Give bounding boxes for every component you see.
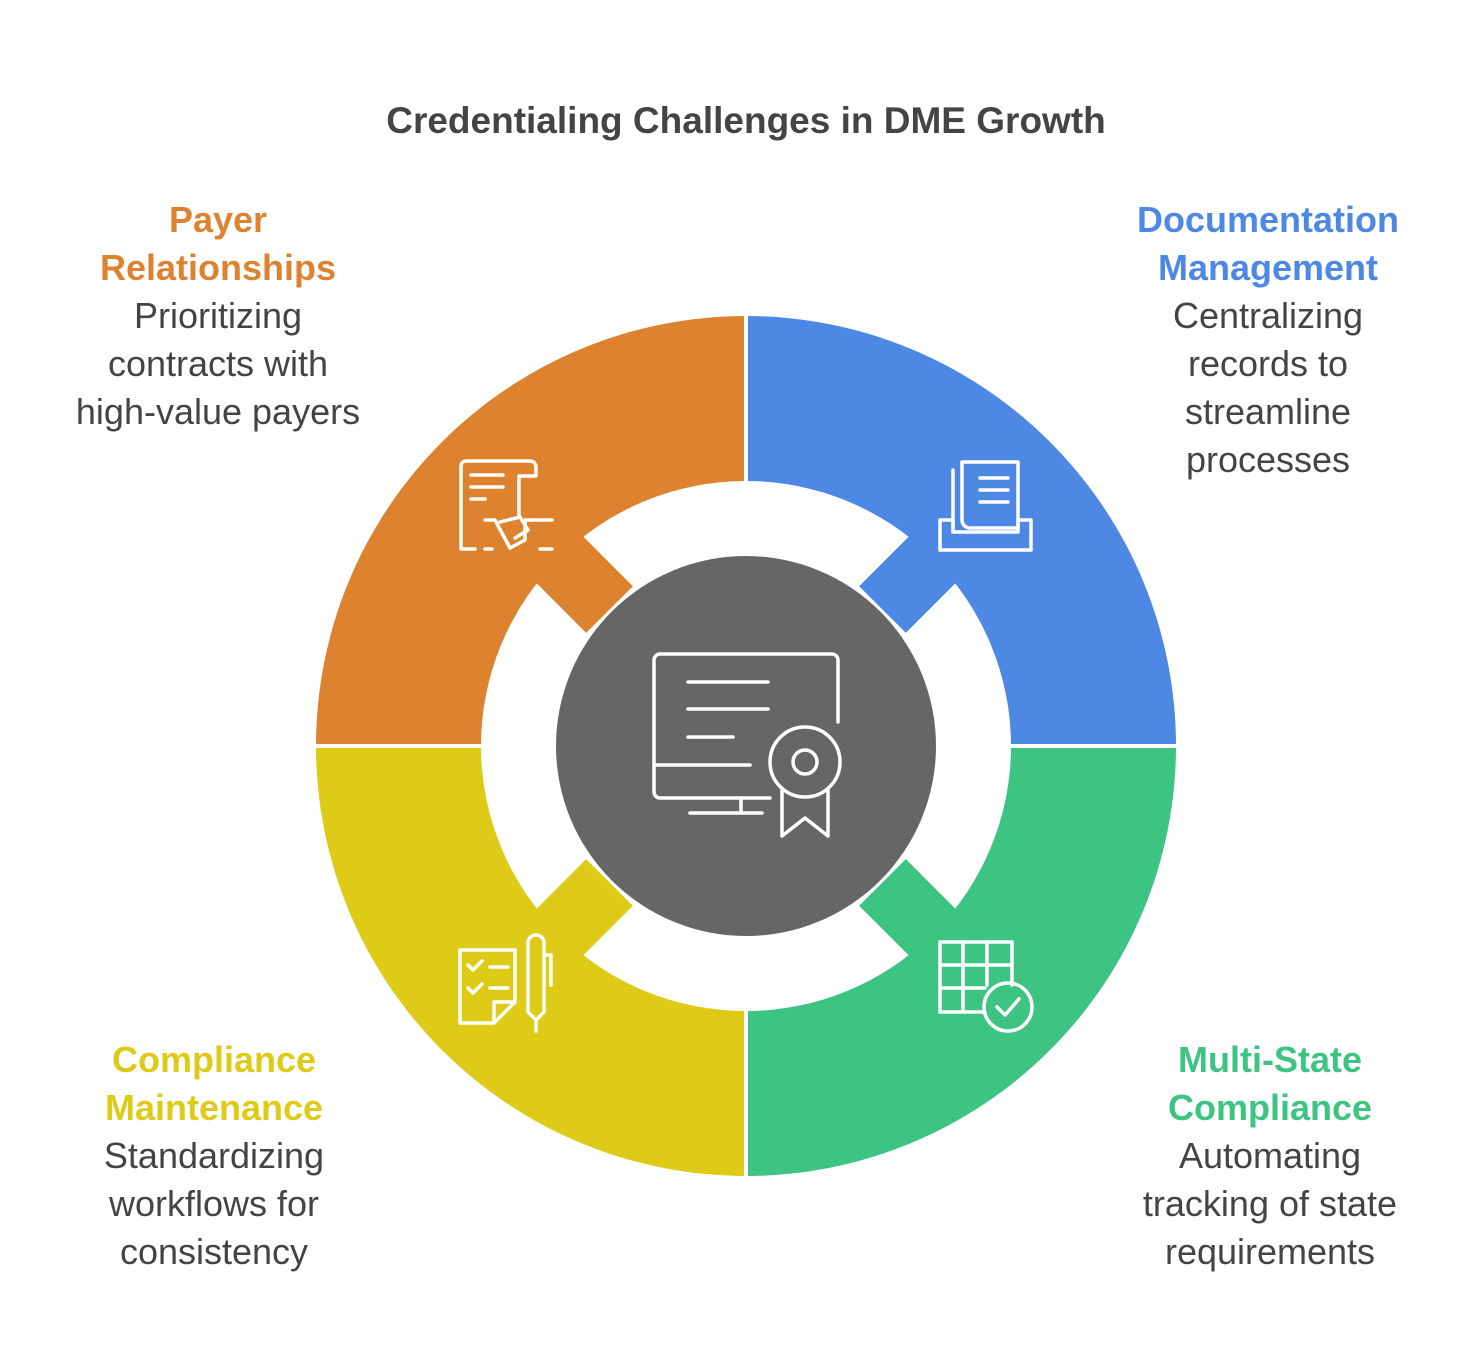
certificate-monitor-icon	[652, 652, 842, 838]
heading-line: Documentation	[1136, 199, 1399, 240]
center-circle	[556, 556, 936, 936]
description-line: Prioritizing	[133, 295, 303, 336]
segment-multi-state-compliance	[746, 746, 1176, 1176]
segment-compliance-maintenance	[316, 746, 746, 1176]
description-line: contracts with	[107, 343, 329, 384]
label-multi-state-compliance: Multi-State Compliance Automating tracking…	[1060, 1036, 1480, 1276]
segment-payer-relationships	[316, 316, 746, 746]
description-line: records to	[1187, 343, 1349, 384]
heading-line: Compliance	[1167, 1087, 1373, 1128]
description-line: high-value payers	[75, 391, 361, 432]
description-line: Centralizing	[1172, 295, 1364, 336]
description-line: workflows for	[108, 1183, 320, 1224]
label-compliance-maintenance: Compliance Maintenance Standardizing workf…	[4, 1036, 424, 1276]
heading-line: Maintenance	[104, 1087, 324, 1128]
heading-line: Payer	[168, 199, 268, 240]
description-line: Automating	[1178, 1135, 1362, 1176]
heading-line: Relationships	[99, 247, 337, 288]
description-line: Standardizing	[103, 1135, 325, 1176]
heading-line: Compliance	[111, 1039, 317, 1080]
grid-check-icon	[938, 940, 1034, 1033]
label-payer-relationships: Payer Relationships Prioritizing contracts…	[8, 196, 428, 436]
description-line: processes	[1185, 439, 1351, 480]
contract-handshake-icon	[459, 459, 554, 551]
diagram-title: Credentialing Challenges in DME Growth	[386, 100, 1106, 141]
heading-line: Multi-State	[1178, 1039, 1362, 1080]
description-line: streamline	[1184, 391, 1352, 432]
heading-line: Management	[1157, 247, 1379, 288]
description-line: consistency	[119, 1231, 309, 1272]
label-documentation-management: Documentation Management Centralizing reco…	[1058, 196, 1478, 484]
document-tray-icon	[938, 460, 1033, 552]
checklist-pen-icon	[458, 933, 553, 1033]
description-line: requirements	[1164, 1231, 1376, 1272]
description-line: tracking of state	[1142, 1183, 1398, 1224]
